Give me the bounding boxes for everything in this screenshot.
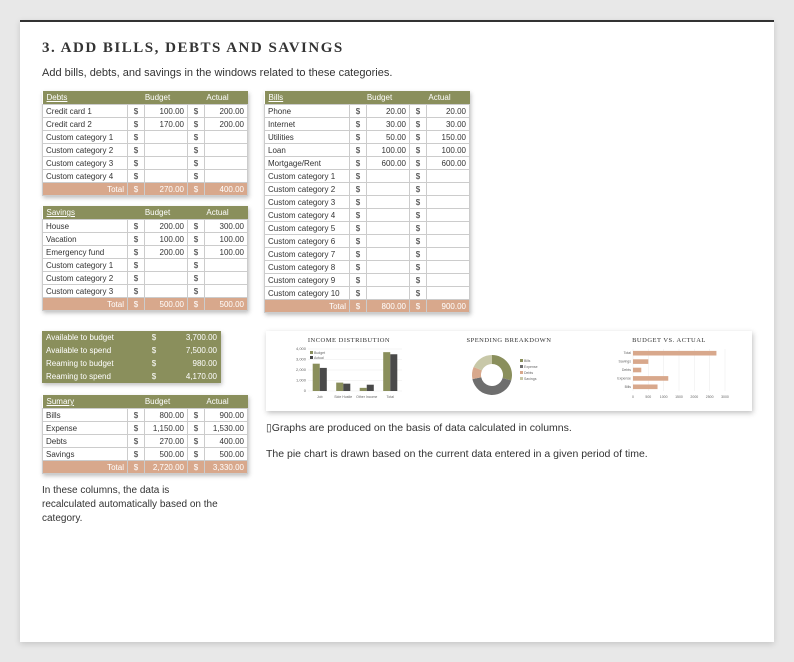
- lower-layout: Available to budget$3,700.00Available to…: [42, 331, 752, 536]
- tables-layout: DebtsBudgetActual Credit card 1 $100.00 …: [42, 91, 752, 313]
- total-row: Total $2,720.00 $3,330.00: [43, 461, 248, 474]
- table-row: Custom category 2 $ $: [43, 144, 248, 157]
- column-right: BillsBudgetActual Phone $20.00 $20.00 In…: [264, 91, 470, 313]
- table-row: Debts $270.00 $400.00: [43, 435, 248, 448]
- table-row: Internet $30.00 $30.00: [265, 118, 470, 131]
- table-row: Phone $20.00 $20.00: [265, 105, 470, 118]
- table-row: Custom category 10 $ $: [265, 287, 470, 300]
- svg-text:Bills: Bills: [524, 359, 531, 363]
- svg-text:Budget: Budget: [314, 351, 325, 355]
- table-row: Custom category 6 $ $: [265, 235, 470, 248]
- lower-left: Available to budget$3,700.00Available to…: [42, 331, 248, 536]
- svg-text:Bills: Bills: [625, 385, 632, 389]
- svg-text:Expense: Expense: [524, 365, 538, 369]
- total-row: Total $270.00 $400.00: [43, 183, 248, 196]
- table-row: Loan $100.00 $100.00: [265, 144, 470, 157]
- svg-text:500: 500: [645, 395, 651, 399]
- table-row: Custom category 7 $ $: [265, 248, 470, 261]
- section-subtitle: Add bills, debts, and savings in the win…: [42, 67, 752, 79]
- svg-text:Debts: Debts: [524, 371, 533, 375]
- table-row: Expense $1,150.00 $1,530.00: [43, 422, 248, 435]
- svg-text:Savings: Savings: [619, 360, 632, 364]
- table-row: Custom category 8 $ $: [265, 261, 470, 274]
- svg-text:Other Income: Other Income: [356, 395, 377, 399]
- debts-table: DebtsBudgetActual Credit card 1 $100.00 …: [42, 91, 248, 196]
- table-row: House $200.00 $300.00: [43, 220, 248, 233]
- table-row: Custom category 1 $ $: [265, 170, 470, 183]
- table-row: Custom category 1 $ $: [43, 259, 248, 272]
- caption-left: In these columns, the data is recalculat…: [42, 484, 222, 526]
- table-row: Custom category 3 $ $: [43, 157, 248, 170]
- available-table: Available to budget$3,700.00Available to…: [42, 331, 221, 383]
- section-title: 3. ADD BILLS, DEBTS AND SAVINGS: [42, 40, 752, 57]
- table-row: Mortgage/Rent $600.00 $600.00: [265, 157, 470, 170]
- page: 3. ADD BILLS, DEBTS AND SAVINGS Add bill…: [20, 20, 774, 642]
- total-row: Total $500.00 $500.00: [43, 298, 248, 311]
- table-row: Custom category 1 $ $: [43, 131, 248, 144]
- savings-table: SavingsBudgetActual House $200.00 $300.0…: [42, 206, 248, 311]
- svg-text:Side Hustle: Side Hustle: [334, 395, 352, 399]
- table-row: Custom category 5 $ $: [265, 222, 470, 235]
- svg-text:Expense: Expense: [617, 376, 631, 380]
- table-row: Bills $800.00 $900.00: [43, 409, 248, 422]
- svg-text:1,000: 1,000: [296, 378, 307, 383]
- table-row: Custom category 3 $ $: [43, 285, 248, 298]
- svg-text:Actual: Actual: [314, 356, 324, 360]
- svg-text:Job: Job: [317, 395, 323, 399]
- table-row: Emergency fund $200.00 $100.00: [43, 246, 248, 259]
- bills-table: BillsBudgetActual Phone $20.00 $20.00 In…: [264, 91, 470, 313]
- table-row: Custom category 3 $ $: [265, 196, 470, 209]
- charts-panel: INCOME DISTRIBUTION 01,0002,0003,0004,00…: [266, 331, 752, 411]
- svg-text:0: 0: [632, 395, 634, 399]
- table-row: Custom category 9 $ $: [265, 274, 470, 287]
- table-row: Custom category 4 $ $: [43, 170, 248, 183]
- table-row: Available to budget$3,700.00: [42, 331, 221, 344]
- svg-text:2500: 2500: [706, 395, 714, 399]
- svg-text:Savings: Savings: [524, 377, 537, 381]
- table-row: Reaming to budget$980.00: [42, 357, 221, 370]
- table-row: Reaming to spend$4,170.00: [42, 370, 221, 383]
- income-chart: INCOME DISTRIBUTION 01,0002,0003,0004,00…: [274, 337, 424, 401]
- graphs-note-2: The pie chart is drawn based on the curr…: [266, 447, 752, 463]
- table-row: Credit card 2 $170.00 $200.00: [43, 118, 248, 131]
- column-left: DebtsBudgetActual Credit card 1 $100.00 …: [42, 91, 248, 313]
- svg-text:3000: 3000: [721, 395, 729, 399]
- graphs-note-1: ▯Graphs are produced on the basis of dat…: [266, 421, 752, 437]
- total-row: Total $800.00 $900.00: [265, 300, 470, 313]
- bva-chart: BUDGET VS. ACTUAL 0500100015002000250030…: [594, 337, 744, 401]
- svg-text:3,000: 3,000: [296, 357, 307, 362]
- table-row: Vacation $100.00 $100.00: [43, 233, 248, 246]
- table-row: Utilities $50.00 $150.00: [265, 131, 470, 144]
- svg-text:2,000: 2,000: [296, 367, 307, 372]
- table-row: Credit card 1 $100.00 $200.00: [43, 105, 248, 118]
- summary-table: SumaryBudgetActual Bills $800.00 $900.00…: [42, 395, 248, 474]
- table-row: Savings $500.00 $500.00: [43, 448, 248, 461]
- svg-text:0: 0: [304, 388, 307, 393]
- table-row: Custom category 4 $ $: [265, 209, 470, 222]
- svg-text:Debts: Debts: [622, 368, 631, 372]
- spending-chart: SPENDING BREAKDOWN BillsExpenseDebtsSavi…: [434, 337, 584, 401]
- svg-text:Total: Total: [624, 351, 632, 355]
- svg-text:1000: 1000: [660, 395, 668, 399]
- table-row: Custom category 2 $ $: [43, 272, 248, 285]
- svg-text:4,000: 4,000: [296, 347, 307, 351]
- svg-text:2000: 2000: [690, 395, 698, 399]
- svg-text:1500: 1500: [675, 395, 683, 399]
- table-row: Available to spend$7,500.00: [42, 344, 221, 357]
- lower-right: INCOME DISTRIBUTION 01,0002,0003,0004,00…: [266, 331, 752, 536]
- table-row: Custom category 2 $ $: [265, 183, 470, 196]
- svg-text:Total: Total: [387, 395, 395, 399]
